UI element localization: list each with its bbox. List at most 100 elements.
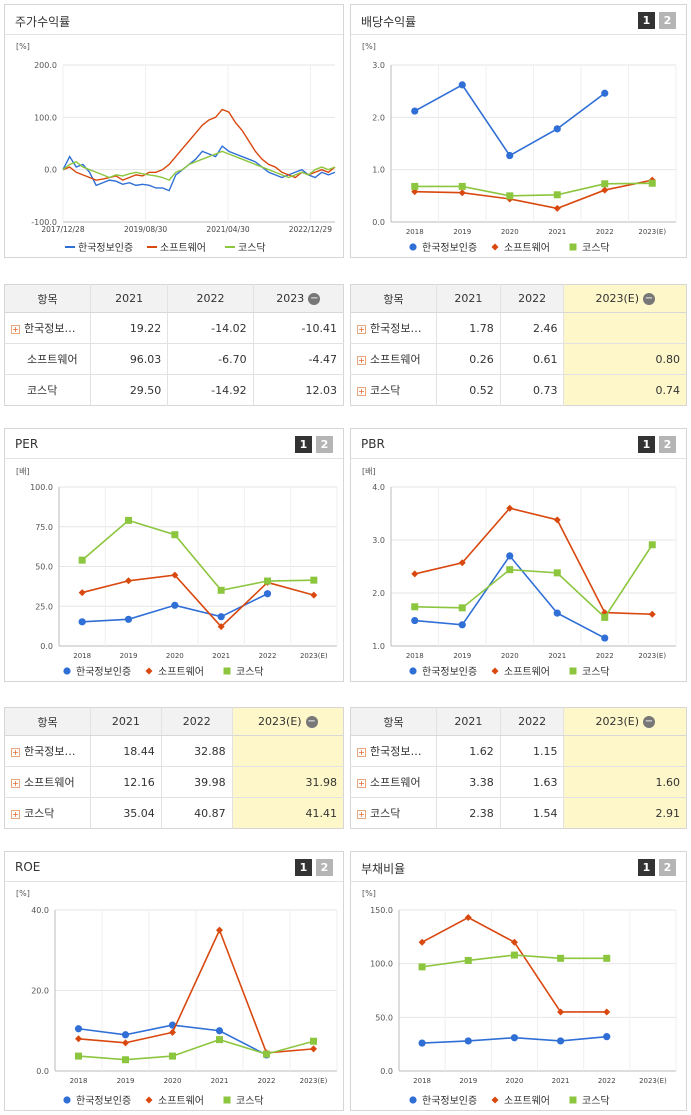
table-cell: -10.41	[253, 312, 344, 344]
expand-icon[interactable]: +	[11, 324, 20, 334]
data-point	[411, 603, 419, 611]
expand-icon[interactable]: +	[11, 809, 20, 819]
x-tick-label: 2018	[413, 1077, 431, 1085]
collapse-icon[interactable]: −	[305, 716, 318, 728]
data-point	[125, 516, 132, 524]
page-1-button[interactable]: 1	[638, 859, 655, 876]
row-label: + 한국정보…	[4, 735, 91, 767]
data-point	[553, 204, 561, 212]
data-point	[458, 81, 466, 89]
data-point	[601, 613, 609, 621]
table-cell: 3.38	[436, 766, 501, 798]
page-1-button[interactable]: 1	[638, 12, 655, 29]
legend-marker	[491, 667, 499, 675]
data-point	[216, 1036, 223, 1044]
column-header: 항목	[4, 707, 91, 736]
data-point	[601, 186, 609, 194]
expand-icon[interactable]: +	[11, 778, 20, 788]
legend-label: 한국정보인증	[422, 666, 477, 678]
page-2-button[interactable]: 2	[316, 859, 333, 876]
data-point	[75, 1035, 82, 1043]
expand-icon[interactable]: +	[357, 778, 366, 788]
expand-icon[interactable]: +	[357, 355, 366, 365]
collapse-icon[interactable]: −	[308, 293, 321, 305]
column-header: 2022	[161, 707, 233, 736]
table-cell: 19.22	[90, 312, 169, 344]
x-tick-label: 2023(E)	[638, 228, 666, 236]
column-header: 2021	[90, 284, 169, 313]
page-1-button[interactable]: 1	[295, 436, 312, 453]
y-tick-label: 3.0	[372, 536, 385, 545]
legend-label: 소프트웨어	[504, 1095, 550, 1107]
x-tick-label: 2021/04/30	[206, 225, 249, 234]
table-header-row: 항목 2021 2022 2023(E) −	[350, 284, 687, 313]
expand-icon[interactable]: +	[357, 386, 366, 396]
legend: 한국정보인증 소프트웨어 코스닥	[409, 242, 610, 254]
table-cell: 1.78	[436, 312, 501, 344]
table-cell: 0.80	[563, 343, 687, 375]
data-point	[217, 613, 225, 621]
table-cell: 0.74	[563, 374, 687, 406]
page-2-button[interactable]: 2	[316, 436, 333, 453]
y-tick-label: 0.0	[380, 1067, 393, 1076]
page-1-button[interactable]: 1	[295, 859, 312, 876]
page-2-button[interactable]: 2	[659, 12, 676, 29]
table-cell: 12.03	[305, 383, 338, 397]
y-tick-label: 3.0	[372, 61, 385, 70]
y-tick-label: 150.0	[370, 906, 393, 915]
row-label: + 소프트웨어	[4, 766, 91, 798]
column-header: 2022	[500, 707, 565, 736]
data-point	[601, 634, 609, 642]
expand-icon[interactable]: +	[357, 324, 366, 334]
x-tick-label: 2021	[212, 652, 230, 660]
data-point	[121, 1031, 130, 1039]
expand-icon[interactable]: +	[357, 747, 366, 757]
pbr-table: 항목 2021 2022 2023(E) − + 한국정보… 1.62 1.15 + 소프트웨어 3.…	[350, 707, 687, 829]
data-point	[603, 1033, 611, 1041]
x-tick-label: 2018	[406, 652, 424, 660]
data-point	[411, 107, 419, 115]
pager: 1 2	[295, 859, 333, 876]
x-tick-label: 2017/12/28	[41, 225, 84, 234]
expand-icon[interactable]: +	[11, 747, 20, 757]
panel-title: 부채비율	[361, 862, 406, 876]
panel-header: ROE 1 2	[5, 852, 343, 882]
data-point	[263, 1050, 270, 1058]
table-row: + 코스닥 35.04 40.87 41.41	[4, 797, 344, 829]
column-header: 2022	[500, 284, 565, 313]
legend: 한국정보인증 소프트웨어 코스닥	[63, 1095, 264, 1107]
data-point	[264, 577, 271, 585]
expand-icon[interactable]: +	[357, 809, 366, 819]
data-point	[510, 938, 518, 946]
y-tick-label: -100.0	[31, 218, 57, 227]
data-point	[557, 954, 565, 962]
row-label: 코스닥	[4, 374, 91, 406]
row-label: + 소프트웨어	[350, 343, 437, 375]
page-2-button[interactable]: 2	[659, 859, 676, 876]
collapse-icon[interactable]: −	[643, 293, 655, 305]
data-point	[78, 618, 86, 626]
table-cell: 41.41	[232, 797, 344, 829]
page-1-button[interactable]: 1	[638, 436, 655, 453]
x-tick-label: 2019	[459, 1077, 477, 1085]
table-cell: 1.63	[500, 766, 565, 798]
data-point	[464, 914, 472, 922]
collapse-icon[interactable]: −	[643, 716, 655, 728]
stock-return-table: 항목 2021 2022 2023− + 한국정보… 19.22 -14.02 -10.41 소프…	[4, 284, 344, 406]
x-tick-label: 2020	[506, 1077, 524, 1085]
x-tick-label: 2023(E)	[638, 652, 666, 660]
page-2-button[interactable]: 2	[659, 436, 676, 453]
table-cell	[232, 735, 344, 767]
x-tick-label: 2019	[120, 652, 138, 660]
column-header: 항목	[350, 284, 437, 313]
pbr-chart: 4.0 3.0 2.0 1.0 2018 2019 2020 2021 2022 2023(E) 한…	[372, 483, 677, 678]
legend-label: 소프트웨어	[504, 242, 550, 254]
data-point	[553, 191, 561, 199]
table-cell: -14.92	[167, 374, 254, 406]
unit-label: [배]	[16, 467, 30, 476]
dividend-table: 항목 2021 2022 2023(E) − + 한국정보… 1.78 2.46 + 소프트웨어 0.…	[350, 284, 687, 406]
data-point	[648, 179, 656, 187]
y-tick-label: 50.0	[375, 1013, 393, 1022]
unit-label: [%]	[16, 42, 30, 51]
per-panel: PER 1 2 100.0 75.0 50.0 25.0 0.0 2018 2019 2020…	[4, 428, 344, 682]
